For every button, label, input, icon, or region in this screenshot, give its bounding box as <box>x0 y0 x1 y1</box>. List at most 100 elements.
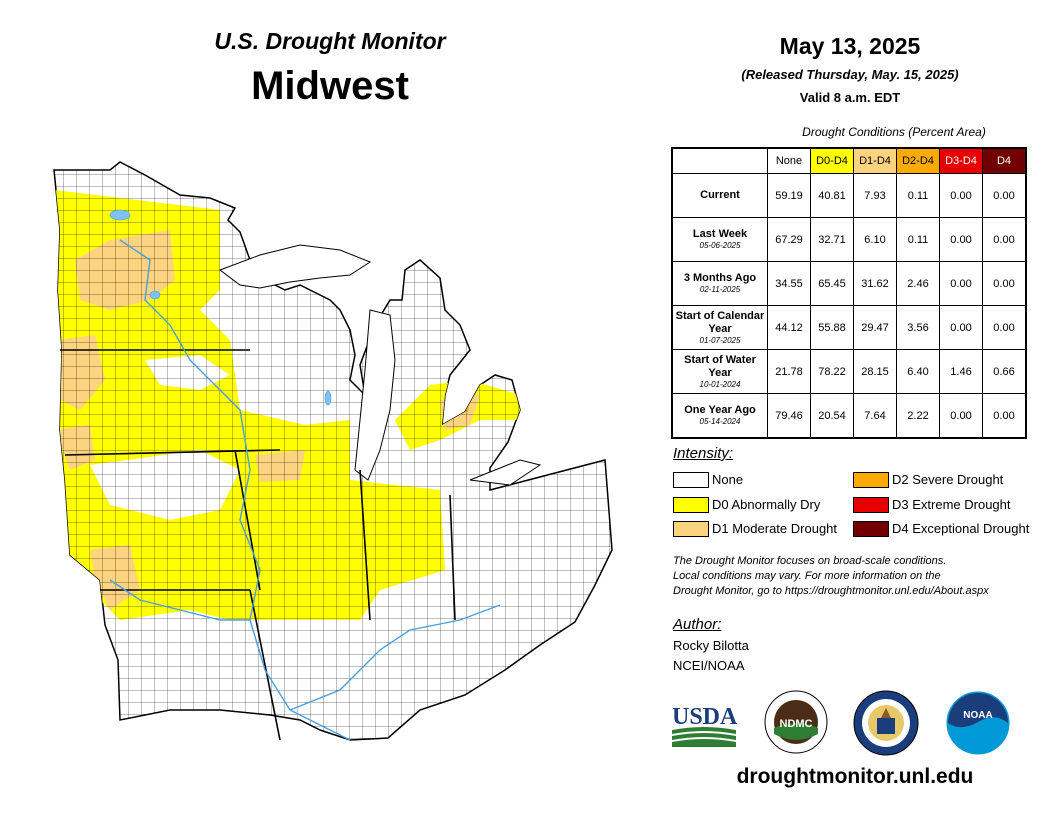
lake-superior <box>218 244 372 289</box>
map-states <box>53 161 613 741</box>
drought-table: None D0-D4 D1-D4 D2-D4 D3-D4 D4 Current … <box>671 147 1027 439</box>
table-cell: 0.00 <box>939 393 983 439</box>
table-cell: 7.64 <box>853 393 897 439</box>
col-header-d4: D4 <box>982 147 1027 174</box>
col-header-d2-d4: D2-D4 <box>896 147 940 174</box>
table-cell: 0.00 <box>939 217 983 262</box>
row-label-text: Start of Calendar Year <box>675 309 765 335</box>
legend-label-d4: D4 Exceptional Drought <box>892 521 1030 536</box>
row-label-text: Last Week <box>692 228 748 240</box>
noaa-logo: NOAA <box>945 690 1011 756</box>
usda-logo: USDA <box>672 704 738 747</box>
table-cell: 0.00 <box>982 261 1027 306</box>
table-cell: 0.00 <box>982 393 1027 439</box>
table-cell: 2.46 <box>896 261 940 306</box>
lake-michigan <box>354 309 396 481</box>
legend-swatch-d0 <box>673 497 709 513</box>
author-title: Author: <box>673 616 722 633</box>
drought-note: The Drought Monitor focuses on broad-sca… <box>673 554 1043 599</box>
table-cell: 32.71 <box>810 217 854 262</box>
table-cell: 44.12 <box>767 305 811 350</box>
footer-url[interactable]: droughtmonitor.unl.edu <box>736 765 974 788</box>
table-cell: 7.93 <box>853 173 897 218</box>
mississippi-river <box>119 239 351 741</box>
table-cell: 1.46 <box>939 349 983 394</box>
col-header-d0-d4: D0-D4 <box>810 147 854 174</box>
lake-winnebago <box>324 390 332 406</box>
table-cell: 3.56 <box>896 305 940 350</box>
table-cell: 40.81 <box>810 173 854 218</box>
ohio-river <box>289 604 501 711</box>
legend-swatch-none <box>673 472 709 488</box>
valid-time: Valid 8 a.m. EDT <box>799 90 901 105</box>
lake-erie <box>469 459 542 486</box>
table-cell: 59.19 <box>767 173 811 218</box>
table-cell: 2.22 <box>896 393 940 439</box>
table-row: Start of Calendar Year 01-07-2025 44.12 5… <box>671 305 1027 350</box>
table-row: Current 59.19 40.81 7.93 0.11 0.00 0.00 <box>671 173 1027 218</box>
table-cell: 78.22 <box>810 349 854 394</box>
legend-label-none: None <box>712 472 744 487</box>
col-header-d3-d4: D3-D4 <box>939 147 983 174</box>
table-row: Last Week 05-06-2025 67.29 32.71 6.10 0.1… <box>671 217 1027 262</box>
missouri-river <box>109 579 250 621</box>
col-header-d1-d4: D1-D4 <box>853 147 897 174</box>
table-cell: 31.62 <box>853 261 897 306</box>
note-line: Local conditions may vary. For more info… <box>673 570 941 582</box>
table-header-row: None D0-D4 D1-D4 D2-D4 D3-D4 D4 <box>672 147 1027 174</box>
row-label-text: Current <box>700 189 740 201</box>
header-blank-cell <box>672 148 768 174</box>
table-row: Start of Water Year 10-01-2024 21.78 78.2… <box>671 349 1027 394</box>
table-cell: 0.11 <box>896 217 940 262</box>
table-cell: 6.40 <box>896 349 940 394</box>
table-cell: 28.15 <box>853 349 897 394</box>
legend-label-d1: D1 Moderate Drought <box>712 521 838 536</box>
table-cell: 55.88 <box>810 305 854 350</box>
table-cell: 0.00 <box>939 173 983 218</box>
row-label: Start of Calendar Year 01-07-2025 <box>671 305 768 350</box>
noaa-logo-text: NOAA <box>963 710 992 721</box>
row-label: Last Week 05-06-2025 <box>671 217 768 262</box>
row-label: 3 Months Ago 02-11-2025 <box>671 261 768 306</box>
row-label-text: One Year Ago <box>684 404 756 416</box>
table-cell: 65.45 <box>810 261 854 306</box>
region-title: Midwest <box>251 64 409 108</box>
drought-map <box>53 161 613 741</box>
lake-mille-lacs <box>149 290 161 300</box>
commerce-seal-logo <box>853 690 919 756</box>
table-row: 3 Months Ago 02-11-2025 34.55 65.45 31.62… <box>671 261 1027 306</box>
col-header-none: None <box>767 147 811 174</box>
row-label: Current <box>671 173 768 218</box>
row-date: 02-11-2025 <box>699 285 741 294</box>
lake-red <box>109 209 131 221</box>
table-cell: 0.00 <box>982 217 1027 262</box>
table-cell: 0.00 <box>939 261 983 306</box>
note-line: Drought Monitor, go to https://droughtmo… <box>673 585 989 597</box>
legend-label-d3: D3 Extreme Drought <box>892 497 1011 512</box>
table-cell: 0.00 <box>982 305 1027 350</box>
table-cell: 0.11 <box>896 173 940 218</box>
release-date: (Released Thursday, May. 15, 2025) <box>741 67 959 82</box>
table-cell: 0.00 <box>982 173 1027 218</box>
ndmc-logo-text: NDMC <box>780 718 813 730</box>
table-cell: 0.66 <box>982 349 1027 394</box>
row-label-text: 3 Months Ago <box>683 272 757 284</box>
table-cell: 29.47 <box>853 305 897 350</box>
legend-swatch-d3 <box>853 497 889 513</box>
table-cell: 34.55 <box>767 261 811 306</box>
legend-label-d2: D2 Severe Drought <box>892 472 1004 487</box>
table-row: One Year Ago 05-14-2024 79.46 20.54 7.64 … <box>671 393 1027 439</box>
author-name: Rocky Bilotta <box>673 638 749 653</box>
author-org: NCEI/NOAA <box>673 658 745 673</box>
row-label: One Year Ago 05-14-2024 <box>671 393 768 439</box>
map-subtitle: U.S. Drought Monitor <box>214 28 446 54</box>
row-date: 01-07-2025 <box>699 335 741 345</box>
table-cell: 79.46 <box>767 393 811 439</box>
map-date: May 13, 2025 <box>779 33 921 59</box>
legend-swatch-d1 <box>673 521 709 537</box>
row-label: Start of Water Year 10-01-2024 <box>671 349 768 394</box>
row-date: 10-01-2024 <box>699 379 741 389</box>
table-cell: 6.10 <box>853 217 897 262</box>
row-label-text: Start of Water Year <box>684 353 756 379</box>
table-cell: 67.29 <box>767 217 811 262</box>
